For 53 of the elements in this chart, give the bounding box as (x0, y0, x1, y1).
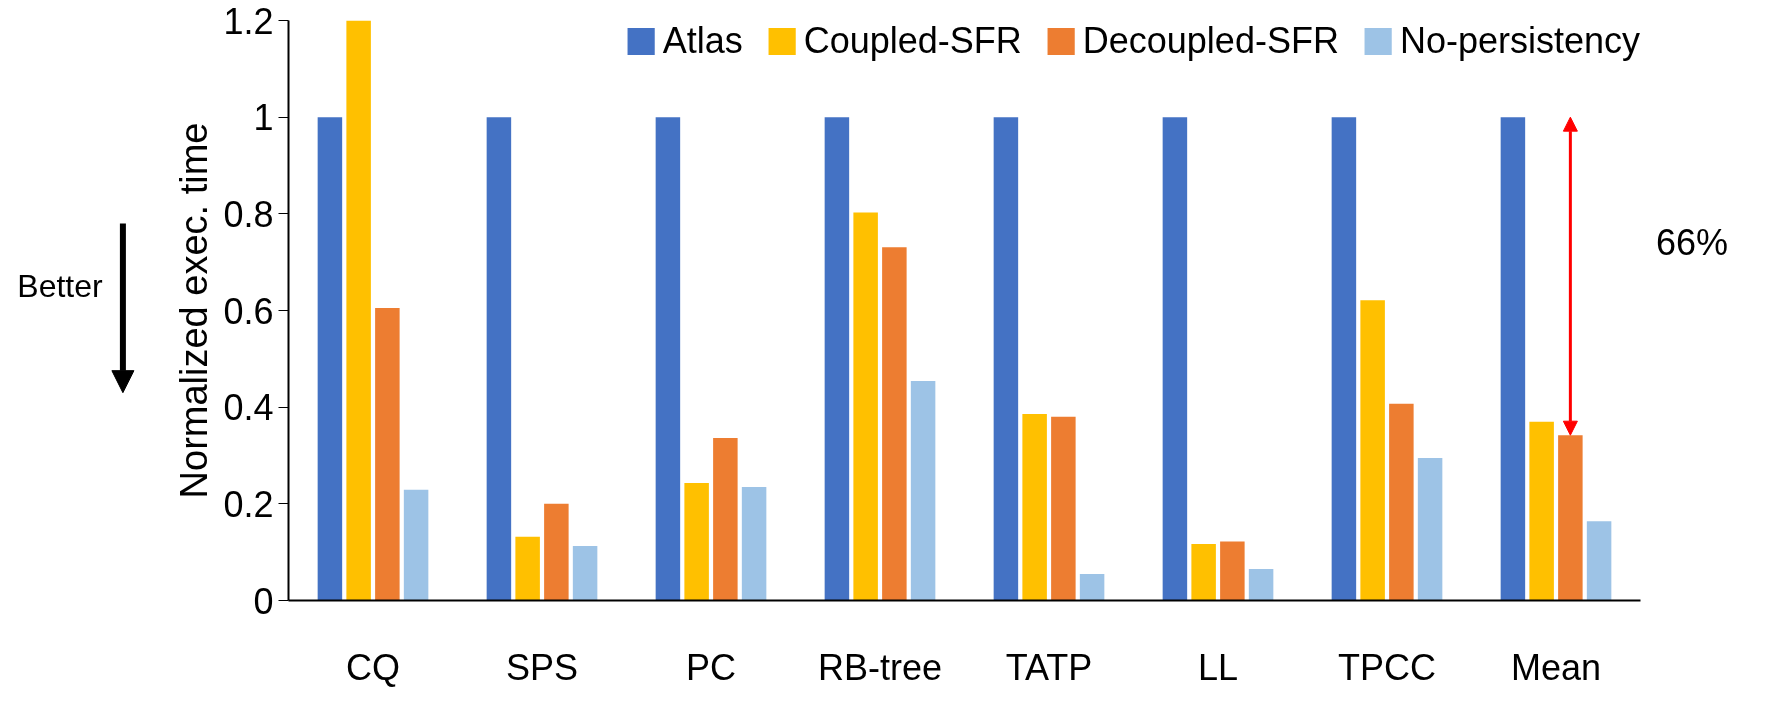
bar (346, 20, 371, 601)
y-tick-label: 0.6 (223, 290, 274, 332)
bar (882, 247, 907, 601)
bar (1248, 569, 1274, 601)
text: 66% (1656, 222, 1729, 264)
bar (1529, 421, 1554, 601)
bar (1389, 403, 1414, 601)
bar (655, 117, 681, 601)
bar (1022, 413, 1047, 601)
bar (572, 545, 598, 601)
bar (910, 381, 936, 601)
bar (1360, 300, 1385, 601)
y-axis-title: Normalized exec. time (173, 122, 216, 499)
x-tick-label: TPCC (1338, 646, 1436, 688)
y-tick-label: 0.8 (223, 193, 274, 235)
bar (375, 308, 400, 601)
bar (824, 117, 850, 601)
bar (544, 503, 569, 601)
bar (1586, 521, 1612, 601)
bar (403, 489, 429, 601)
legend-label: Coupled-SFR (803, 20, 1022, 62)
x-tick-label: LL (1197, 646, 1239, 688)
bar (1220, 541, 1245, 601)
bar (1331, 117, 1357, 601)
y-tick-label: 0 (253, 580, 274, 622)
bar (1500, 117, 1526, 601)
y-tick-label: 0.4 (223, 387, 274, 429)
bar (853, 212, 878, 601)
y-tick-label: 0.2 (223, 483, 274, 525)
x-tick-label: RB-tree (817, 646, 943, 688)
legend-label: No-persistency (1399, 20, 1640, 62)
text: Better (17, 268, 104, 305)
bar (713, 438, 738, 601)
x-tick-label: PC (686, 646, 737, 688)
x-tick-label: CQ (346, 646, 400, 688)
x-tick-label: SPS (505, 646, 579, 688)
x-tick-label: TATP (1005, 646, 1093, 688)
legend-label: Decoupled-SFR (1082, 20, 1339, 62)
bar (741, 486, 767, 601)
bar (993, 117, 1019, 601)
bar (1079, 573, 1105, 601)
legend-label: Atlas (662, 20, 743, 62)
bar (684, 483, 709, 601)
bar (1417, 457, 1443, 601)
y-tick-label: 1 (253, 97, 274, 139)
y-tick-label: 1.2 (223, 0, 274, 42)
x-tick-label: Mean (1510, 646, 1602, 688)
bar (1162, 117, 1188, 601)
bar (486, 117, 512, 601)
bar (1051, 416, 1076, 601)
bar (1191, 543, 1216, 601)
bar (515, 536, 540, 601)
bar (317, 117, 343, 601)
